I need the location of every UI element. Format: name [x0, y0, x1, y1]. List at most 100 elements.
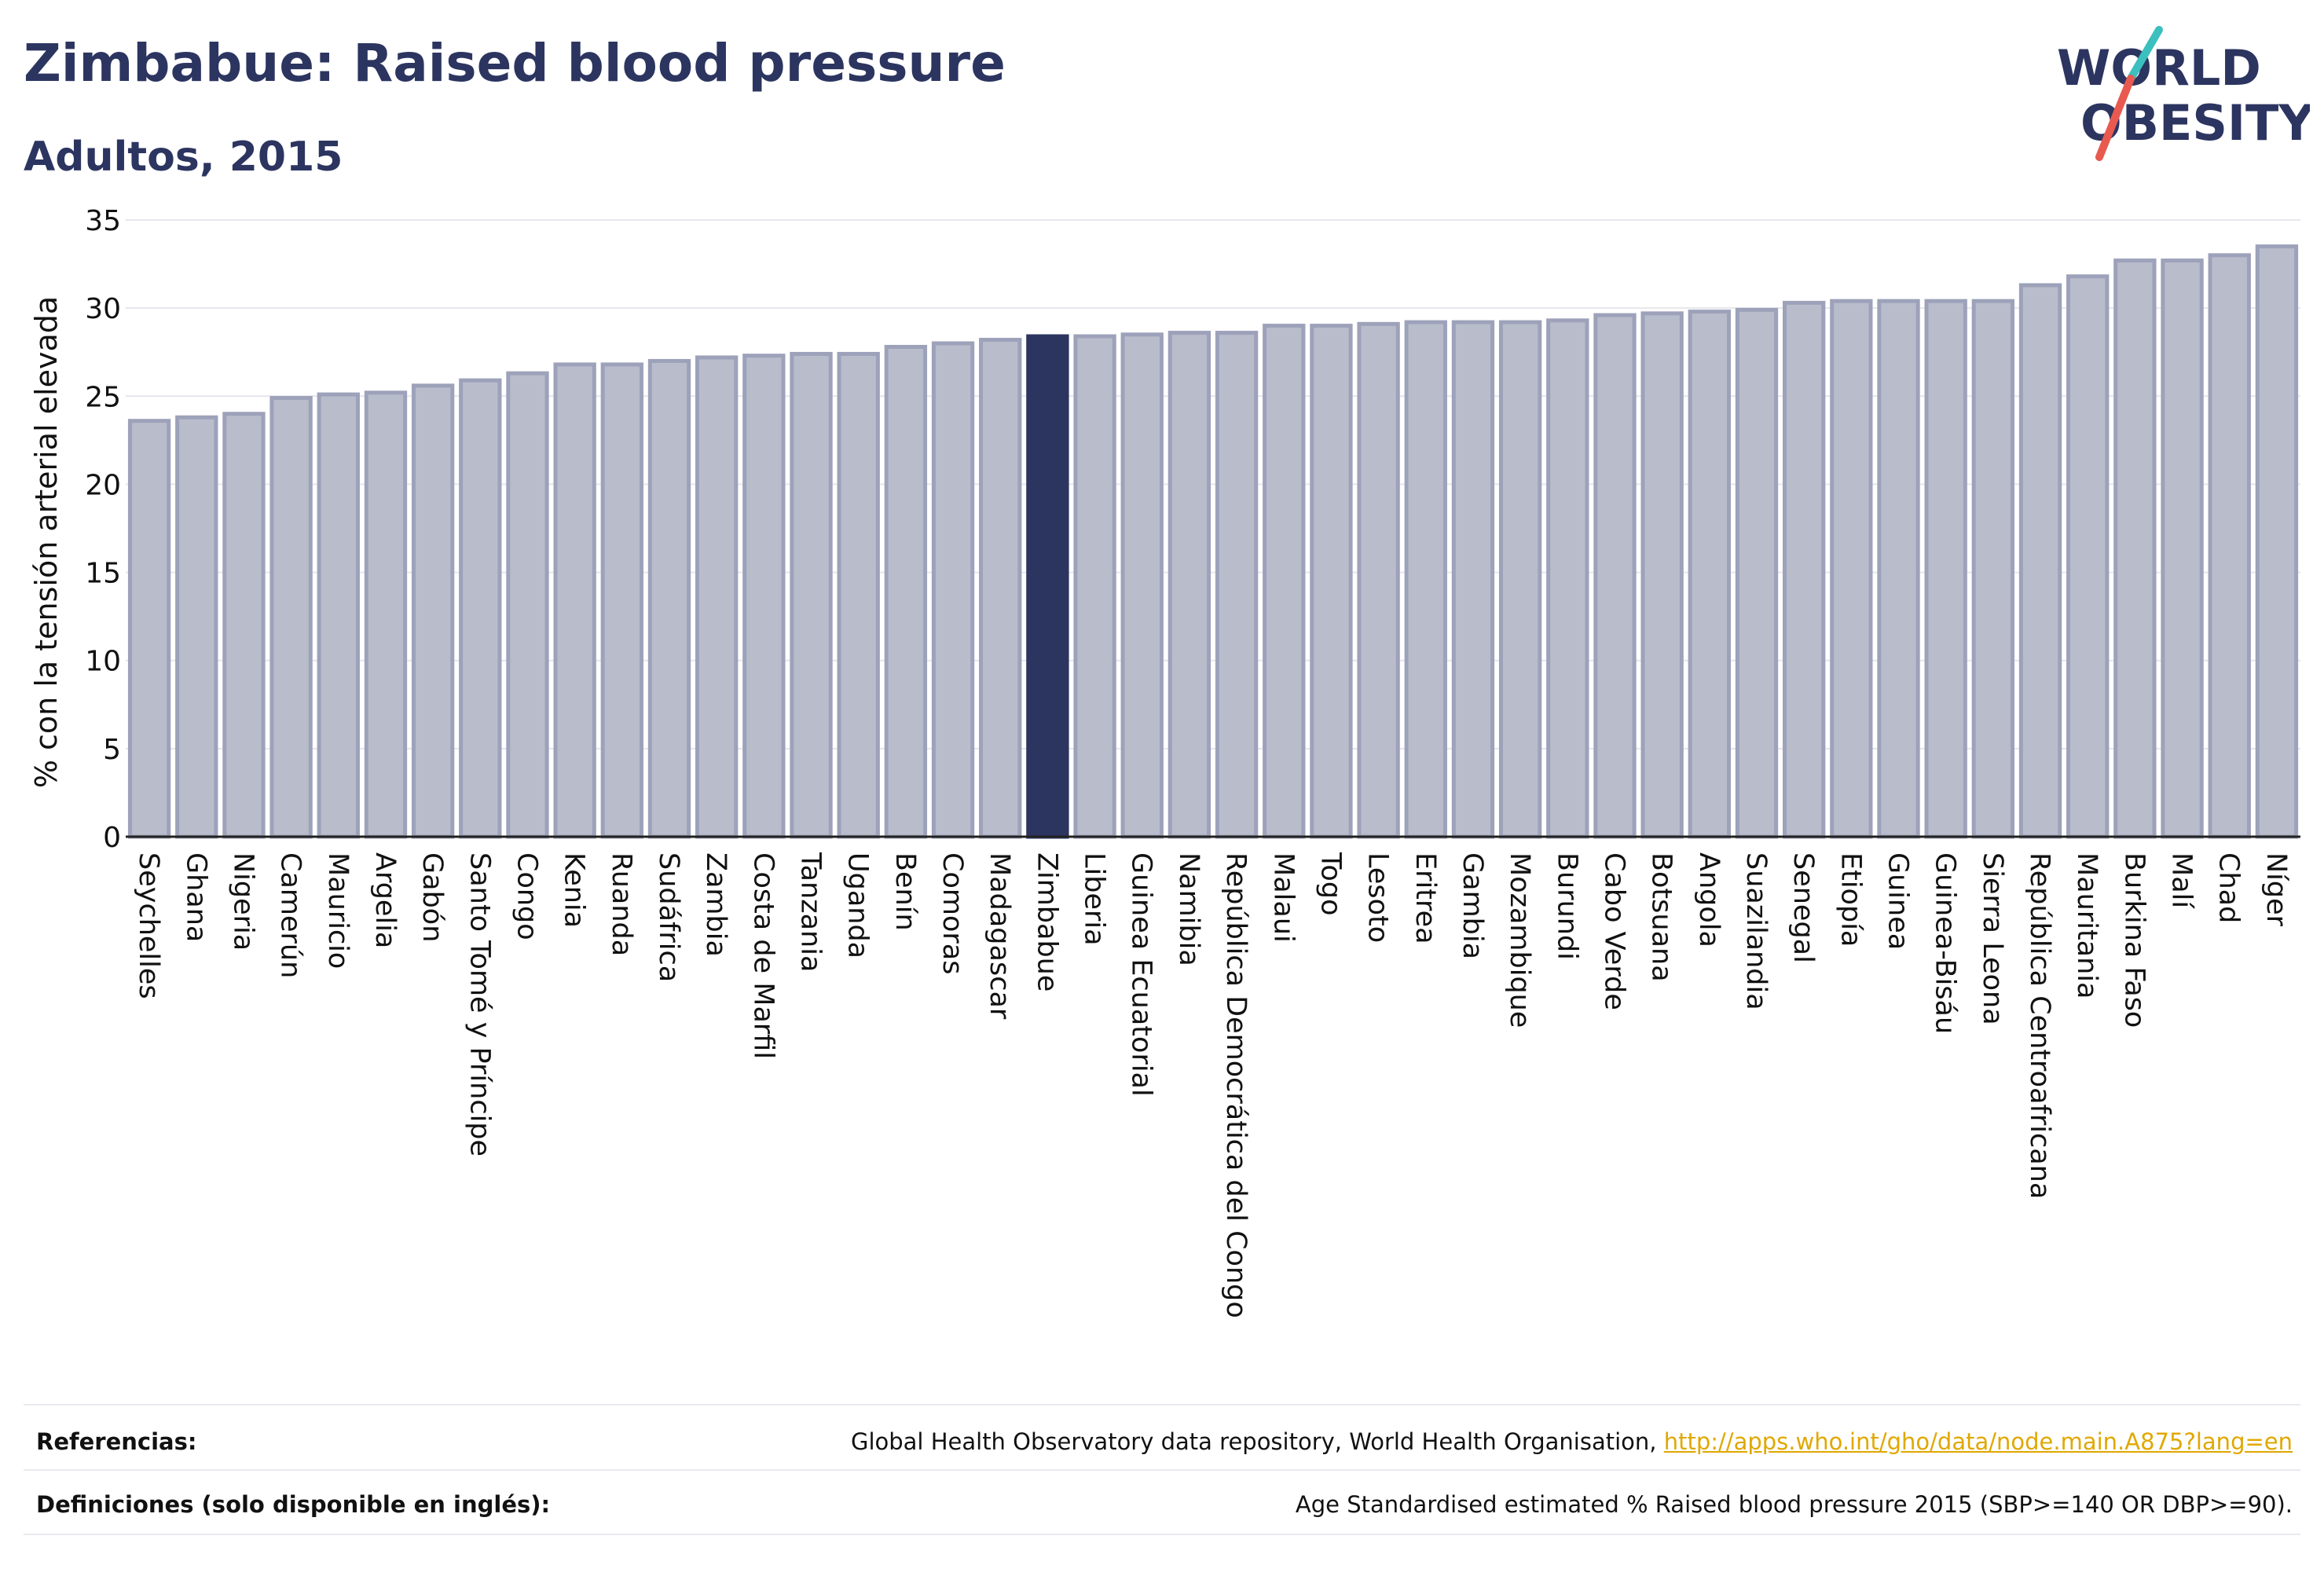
bar-gambia[interactable] — [1451, 320, 1495, 839]
bar-seychelles[interactable] — [127, 419, 171, 839]
x-tick-label: Botsuana — [1646, 852, 1677, 982]
bar-namibia[interactable] — [1167, 331, 1211, 839]
bar-congo[interactable] — [506, 371, 549, 839]
x-tick-label: Eritrea — [1409, 852, 1441, 944]
x-tick-label: Nigeria — [227, 852, 258, 951]
y-axis-label: % con la tensión arterial elevada — [29, 296, 64, 788]
bar-eritrea[interactable] — [1404, 320, 1447, 839]
bar-malaui[interactable] — [1263, 324, 1306, 839]
x-tick-label: Sierra Leona — [1977, 852, 2008, 1025]
bar-kenia[interactable] — [553, 362, 596, 839]
bar-gab-n[interactable] — [411, 383, 455, 839]
x-tick-label: Liberia — [1079, 852, 1110, 946]
bar-sierra-leona[interactable] — [1971, 299, 2015, 839]
x-tick-label: Sudáfrica — [653, 852, 684, 982]
logo-slash-teal — [2127, 26, 2163, 82]
bar-angola[interactable] — [1688, 310, 1731, 839]
bar-cabo-verde[interactable] — [1593, 313, 1637, 839]
bar-guinea-ecuatorial[interactable] — [1120, 332, 1164, 839]
bar-guinea[interactable] — [1877, 299, 1920, 839]
x-tick-label: Cabo Verde — [1598, 852, 1629, 1010]
x-tick-label: Chad — [2213, 852, 2245, 923]
bar-n-ger[interactable] — [2255, 244, 2299, 839]
x-tick-label: Mauritania — [2071, 852, 2102, 999]
bar-comoras[interactable] — [931, 341, 975, 839]
bar-nigeria[interactable] — [222, 412, 266, 839]
x-tick-label: República Centroafricana — [2024, 852, 2055, 1199]
x-tick-label: Kenia — [559, 852, 590, 928]
y-tick-label: 20 — [85, 469, 121, 501]
bar-rep-blica-democr-tica-del-congo[interactable] — [1215, 331, 1259, 839]
x-tick-label: Tanzania — [795, 852, 827, 972]
x-tick-label: Guinea-Bisáu — [1930, 852, 1961, 1034]
bar-tanzania[interactable] — [790, 351, 833, 839]
bar-guinea-bis-u[interactable] — [1924, 299, 1967, 839]
bar-mauricio[interactable] — [317, 392, 360, 839]
x-tick-label: Guinea — [1882, 852, 1914, 950]
x-tick-label: Santo Tomé y Príncipe — [464, 852, 495, 1156]
x-tick-label: Uganda — [842, 852, 874, 958]
bar-santo-tom-y-pr-ncipe[interactable] — [459, 378, 502, 839]
x-tick-label: Malaui — [1267, 852, 1299, 943]
bar-argelia[interactable] — [364, 390, 408, 839]
definitions-text: Age Standardised estimated % Raised bloo… — [1295, 1491, 2293, 1518]
x-tick-label: Lesoto — [1362, 852, 1394, 943]
x-tick-label: Argelia — [369, 852, 401, 948]
bar-mozambique[interactable] — [1498, 320, 1542, 839]
x-tick-label: Camerún — [275, 852, 306, 978]
x-tick-label: Etiopía — [1835, 852, 1866, 947]
bar-madagascar[interactable] — [979, 338, 1022, 839]
bar-liberia[interactable] — [1073, 334, 1116, 839]
references-source: Global Health Observatory data repositor… — [850, 1428, 1664, 1455]
x-tick-label: República Democrática del Congo — [1220, 852, 1252, 1318]
y-tick-label: 5 — [103, 734, 121, 766]
footer-divider-top — [24, 1404, 2300, 1406]
bar-mauritania[interactable] — [2066, 274, 2110, 839]
bar-camer-n[interactable] — [269, 396, 313, 839]
bar-zambia[interactable] — [695, 355, 739, 839]
bar-uganda[interactable] — [837, 351, 880, 839]
references-link[interactable]: http://apps.who.int/gho/data/node.main.A… — [1663, 1428, 2293, 1455]
logo-slash-coral — [2095, 75, 2135, 161]
x-tick-label: Zambia — [700, 852, 731, 957]
bar-chart: 0 5 10 15 20 25 30 35 Seychelles Ghana Nigeria Cam… — [29, 205, 2300, 1318]
bar-suazilandia[interactable] — [1735, 307, 1779, 839]
chart-title: Zimbabue: Raised blood pressure — [24, 33, 1006, 93]
bar-burundi[interactable] — [1546, 318, 1589, 839]
bar-ghana[interactable] — [175, 415, 218, 839]
definitions-label: Definiciones (solo disponible en inglés)… — [36, 1491, 551, 1518]
bar-zimbabue[interactable] — [1026, 334, 1069, 839]
x-tick-label: Madagascar — [984, 852, 1015, 1020]
bar-costa-de-marfil[interactable] — [742, 354, 786, 839]
logo-line-1: WORLD — [2057, 39, 2261, 97]
x-tick-label: Níger — [2260, 852, 2292, 927]
y-tick-label: 15 — [85, 558, 121, 590]
bar-etiop-a[interactable] — [1830, 299, 1873, 839]
bar-sud-frica[interactable] — [647, 358, 691, 839]
x-tick-label: Togo — [1314, 852, 1346, 915]
x-tick-label: Burundi — [1551, 852, 1582, 960]
x-tick-label: Gambia — [1457, 852, 1488, 959]
bar-botsuana[interactable] — [1640, 311, 1684, 839]
bar-senegal[interactable] — [1783, 300, 1826, 839]
references-label: Referencias: — [36, 1428, 197, 1455]
bar-chad[interactable] — [2208, 253, 2251, 839]
bar-lesoto[interactable] — [1357, 321, 1400, 839]
bar-rep-blica-centroafricana[interactable] — [2018, 283, 2062, 839]
chart-subtitle: Adultos, 2015 — [24, 134, 343, 181]
x-tick-label: Zimbabue — [1031, 852, 1062, 991]
bar-burkina-faso[interactable] — [2113, 258, 2157, 839]
footer-divider-middle — [24, 1469, 2300, 1471]
x-tick-label: Congo — [511, 852, 542, 940]
x-tick-label: Senegal — [1787, 852, 1819, 963]
bar-togo[interactable] — [1310, 324, 1353, 839]
y-tick-label: 10 — [85, 646, 121, 678]
bar-ben-n[interactable] — [884, 344, 928, 839]
bar-mal-[interactable] — [2161, 258, 2204, 839]
x-tick-label: Burkina Faso — [2118, 852, 2150, 1028]
x-tick-label: Benín — [889, 852, 921, 931]
x-tick-label: Gabón — [416, 852, 448, 942]
x-tick-label: Angola — [1693, 852, 1725, 947]
bar-ruanda[interactable] — [600, 362, 643, 839]
y-tick-label: 35 — [85, 205, 121, 237]
